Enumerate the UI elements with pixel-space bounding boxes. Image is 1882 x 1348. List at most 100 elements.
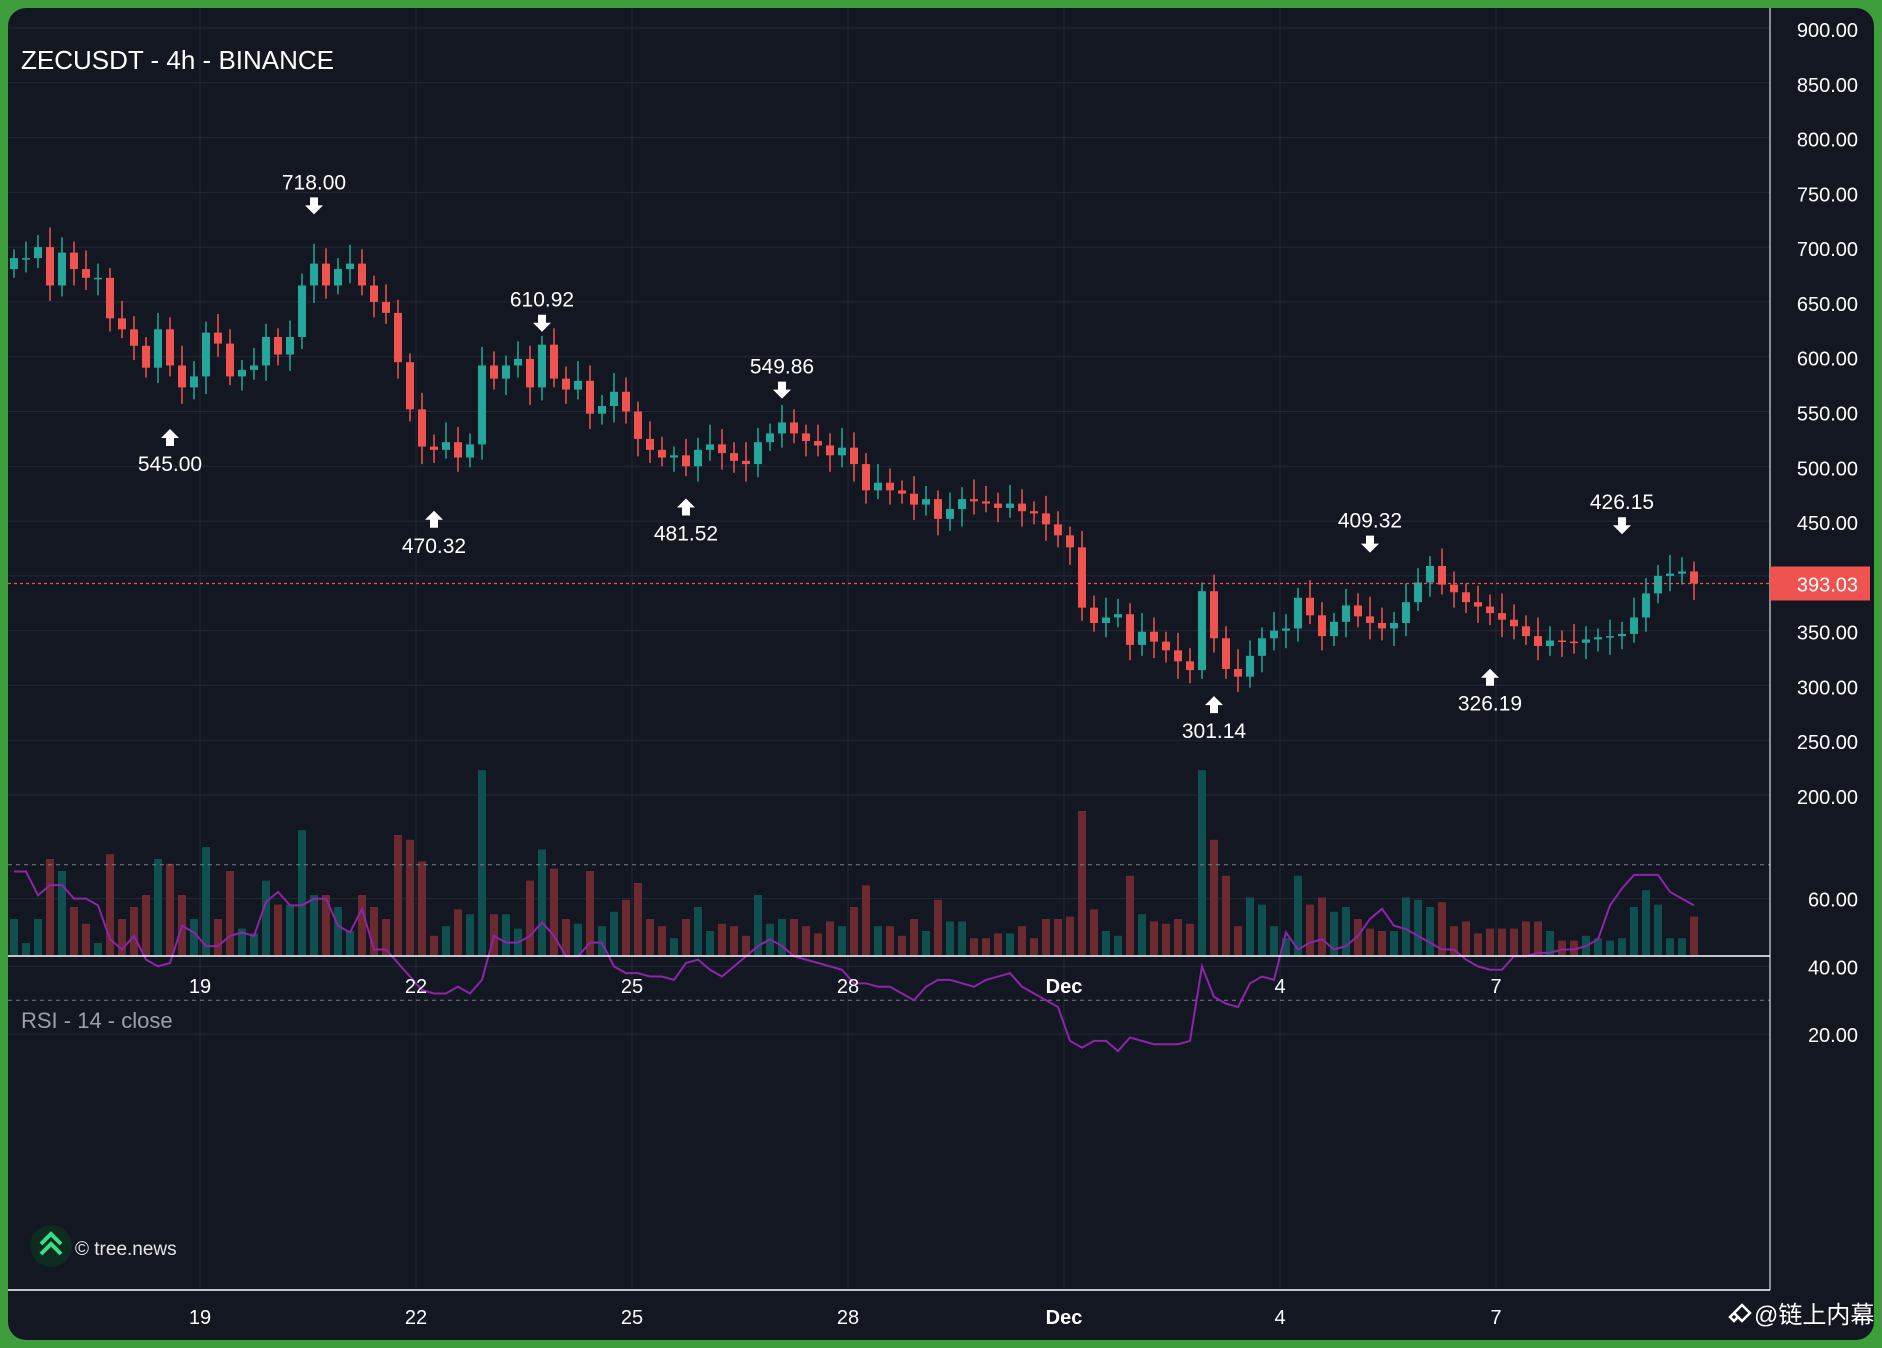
volume-bar [286, 904, 294, 955]
volume-bar [1378, 931, 1386, 955]
candle-body [1666, 573, 1674, 576]
volume-bar [790, 919, 798, 955]
candle-body [550, 344, 558, 379]
volume-bar [778, 919, 786, 955]
candle-body [682, 455, 690, 467]
volume-bar [658, 926, 666, 955]
candle-body [1534, 636, 1542, 646]
volume-bar [934, 899, 942, 955]
volume-bar [1462, 921, 1470, 955]
low-label: 470.32 [402, 535, 466, 558]
candle-body [1114, 614, 1122, 618]
candle-body [118, 318, 126, 330]
volume-bar [1030, 938, 1038, 955]
candle-body [202, 332, 210, 377]
volume-bar [154, 859, 162, 955]
volume-bar [382, 919, 390, 955]
candle-body [982, 501, 990, 504]
candle-body [454, 442, 462, 458]
tree-chevrons-icon [39, 1231, 63, 1256]
volume-bar [94, 943, 102, 955]
rsi-line [14, 870, 1695, 1053]
current-price-label: 393.03 [1797, 574, 1858, 596]
volume-bar [1258, 904, 1266, 955]
candle-body [1258, 638, 1266, 656]
candle-body [1522, 626, 1530, 637]
candle-body [862, 464, 870, 491]
time-tick-label: 4 [1274, 976, 1285, 998]
price-tick-label: 650.00 [1797, 294, 1858, 316]
volume-bar [970, 938, 978, 955]
volume-bar [262, 880, 270, 955]
candle-body [106, 277, 114, 319]
volume-bar [1642, 890, 1650, 955]
candle-body [850, 447, 858, 465]
volume-bar [1414, 899, 1422, 955]
volume-bar [1114, 935, 1122, 955]
rsi-tick-label: 60.00 [1808, 890, 1858, 912]
volume-bar [442, 926, 450, 955]
volume-bar [34, 919, 42, 955]
volume-bar [298, 830, 306, 955]
candle-body [1162, 641, 1170, 651]
volume-bar [430, 935, 438, 955]
candle-body [838, 447, 846, 456]
candle-body [1306, 597, 1314, 616]
volume-bar [490, 914, 498, 955]
volume-bar [562, 919, 570, 955]
volume-bar [214, 919, 222, 955]
chart-frame: 718.00 545.00 610.92 470.32 549.86 481.52 301.… [8, 8, 1874, 1340]
price-tick-label: 900.00 [1797, 20, 1858, 42]
volume-bar [1294, 875, 1302, 955]
candle-body [598, 406, 606, 414]
candle-body [94, 277, 102, 280]
candle-body [1462, 592, 1470, 603]
candle-body [178, 365, 186, 388]
volume-bar [706, 931, 714, 955]
footer-logo: @链上内幕 [1728, 1302, 1874, 1329]
volume-bar [1066, 916, 1074, 955]
time-tick-label: Dec [1046, 976, 1083, 998]
candle-body [1078, 547, 1086, 608]
volume-bar [118, 919, 126, 955]
volume-bar [1474, 933, 1482, 955]
volume-bar [478, 770, 486, 955]
candle-body [694, 449, 702, 467]
volume-bar [646, 919, 654, 955]
candle-body [706, 444, 714, 450]
candle-body [142, 345, 150, 368]
volume-bar [1270, 926, 1278, 955]
price-tick-label: 600.00 [1797, 349, 1858, 371]
volume-bar [1402, 897, 1410, 955]
arrow-up-icon [161, 428, 179, 446]
volume-bar [826, 921, 834, 955]
volume-bar [874, 926, 882, 955]
volume-bar [586, 871, 594, 955]
candle-body [430, 446, 438, 450]
price-tick-label: 550.00 [1797, 404, 1858, 426]
time-tick-label: 25 [621, 1307, 643, 1329]
volume-bar [718, 923, 726, 955]
candle-body [718, 444, 726, 454]
volume-bar [838, 926, 846, 955]
candle-body [1066, 535, 1074, 548]
candle-body [1006, 503, 1014, 508]
candle-body [1654, 575, 1662, 594]
candle-body [226, 343, 234, 377]
volume-bar [106, 854, 114, 955]
volume-bar [598, 926, 606, 955]
volume-bar [1018, 926, 1026, 955]
volume-bar [550, 868, 558, 955]
candle-body [382, 301, 390, 313]
volume-bar [1342, 907, 1350, 955]
candle-body [826, 445, 834, 456]
candle-body [958, 499, 966, 510]
candle-body [1018, 503, 1026, 512]
candle-body [814, 441, 822, 446]
candle-body [1054, 524, 1062, 536]
volume-bar [1486, 928, 1494, 955]
footer-logo-text: @链上内幕 [1754, 1302, 1874, 1329]
candle-body [1510, 619, 1518, 627]
volume-bar [1054, 919, 1062, 955]
price-annotations: 718.00 545.00 610.92 470.32 549.86 481.52 301.… [138, 171, 1654, 743]
